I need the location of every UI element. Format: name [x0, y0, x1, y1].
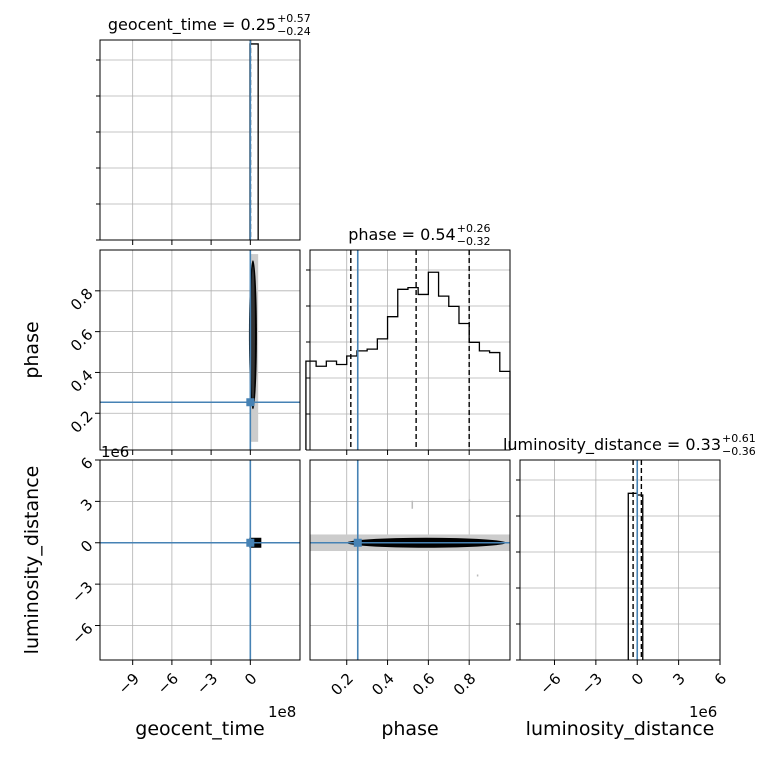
title-error-plus: +0.57	[277, 12, 311, 25]
title-error-minus: −0.24	[277, 25, 311, 38]
outlier-point	[411, 500, 414, 509]
y-tick-label: −3	[68, 578, 96, 606]
title-error-plus: +0.26	[457, 222, 491, 235]
x-tick-label: 0.8	[450, 670, 480, 700]
panel-frame	[99, 459, 301, 661]
x-tick-label: 0.2	[327, 670, 357, 700]
geocent_time-title: geocent_time = 0.25 +0.57−0.24	[108, 12, 311, 38]
x-tick-label: −6	[536, 670, 564, 698]
x-tick-label: 0	[628, 670, 647, 689]
x-tick-label: 0.6	[409, 670, 439, 700]
panel-frame	[99, 249, 301, 451]
truth-marker	[246, 398, 255, 407]
geocent_time-histogram	[249, 43, 259, 240]
truth-marker	[353, 538, 362, 547]
panel-grid-1-1	[306, 250, 510, 455]
title-text: luminosity_distance = 0.33	[503, 435, 721, 455]
title-error-minus: −0.36	[722, 445, 756, 458]
y-tick-label: −6	[68, 619, 96, 647]
outlier-point	[476, 574, 479, 577]
panel-grid-2-2	[516, 460, 721, 665]
panel-grid-2-1	[310, 459, 510, 665]
posterior-contour-inner	[250, 266, 255, 404]
luminosity_distance-x-axis-label: luminosity_distance	[526, 718, 715, 740]
truth-marker	[246, 538, 255, 547]
title-error-minus: −0.32	[457, 235, 491, 248]
geocent_time-x-axis-label: geocent_time	[135, 718, 264, 740]
y-tick-label: 0.2	[67, 407, 97, 437]
title-error-plus: +0.61	[722, 432, 756, 445]
y-tick-label: 6	[77, 454, 96, 473]
y-tick-label: 3	[77, 495, 96, 514]
panel-frame	[519, 459, 721, 661]
y-tick-label: 0	[77, 537, 96, 556]
x-tick-label: 3	[669, 670, 688, 689]
luminosity-distance-x-multiplier: 1e6	[689, 703, 717, 721]
title-text: geocent_time = 0.25	[108, 15, 276, 35]
title-text: phase = 0.54	[348, 225, 455, 244]
x-tick-label: 0.4	[368, 670, 398, 700]
luminosity_distance-title: luminosity_distance = 0.33 +0.61−0.36	[503, 432, 756, 458]
luminosity-distance-y-multiplier: 1e6	[101, 443, 129, 461]
panel-frame	[309, 249, 511, 451]
y-tick-label: 0.8	[67, 285, 97, 315]
x-tick-label: −3	[193, 670, 221, 698]
luminosity_distance-y-axis-label: luminosity_distance	[21, 466, 43, 655]
panel-grid-1-0	[95, 250, 300, 455]
luminosity_distance-histogram	[627, 492, 644, 660]
phase-histogram	[305, 271, 511, 450]
geocent-time-multiplier: 1e8	[268, 703, 296, 721]
phase-y-axis-label: phase	[21, 321, 43, 378]
panel-grid-2-0	[95, 459, 300, 665]
x-tick-label: −9	[115, 670, 143, 698]
panel-frame	[99, 39, 301, 241]
panel-grid-0-0	[96, 40, 300, 245]
outlier-point	[468, 499, 471, 502]
y-tick-label: 0.6	[67, 325, 97, 355]
x-tick-label: −6	[154, 670, 182, 698]
phase-x-axis-label: phase	[381, 718, 438, 740]
panel-frame	[309, 459, 511, 661]
x-tick-label: 6	[711, 670, 730, 689]
x-tick-label: −3	[578, 670, 606, 698]
x-tick-label: 0	[241, 670, 260, 689]
y-tick-label: 0.4	[67, 366, 97, 396]
phase-title: phase = 0.54 +0.26−0.32	[348, 222, 490, 248]
